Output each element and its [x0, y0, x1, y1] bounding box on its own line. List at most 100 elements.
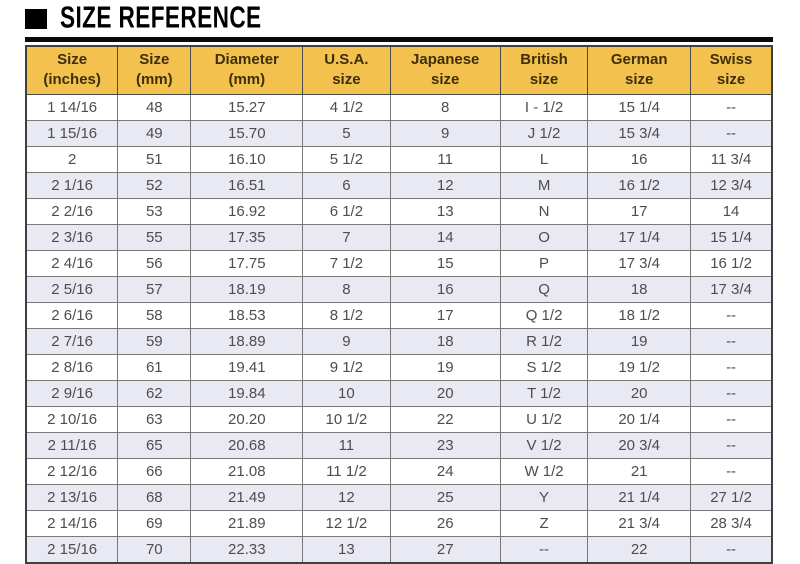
table-cell: R 1/2 [499, 327, 589, 355]
table-row: 2 13/16 68 21.49 12 25 Y 21 1/4 27 1/2 [25, 483, 773, 511]
table-cell: 15 3/4 [587, 119, 692, 147]
header-line: Size [57, 51, 88, 68]
table-cell: 12 [389, 171, 501, 199]
table-cell: 11 1/2 [302, 457, 391, 485]
table-cell: 17 [389, 301, 501, 329]
table-cell: 2 11/16 [25, 431, 119, 459]
table-cell: 17 3/4 [587, 249, 692, 277]
table-cell: 56 [117, 249, 192, 277]
table-row: 2 5/16 57 18.19 8 16 Q 18 17 3/4 [25, 275, 773, 303]
header-line: size [529, 70, 559, 88]
table-cell: 2 13/16 [25, 483, 119, 511]
table-cell: 20 [587, 379, 692, 407]
table-cell: 8 1/2 [302, 301, 391, 329]
table-cell: 18 [389, 327, 501, 355]
table-cell: 1 15/16 [25, 119, 119, 147]
table-cell: -- [690, 301, 773, 329]
table-row: 2 1/16 52 16.51 6 12 M 16 1/2 12 3/4 [25, 171, 773, 199]
table-cell: U 1/2 [499, 405, 589, 433]
table-row: 2 2/16 53 16.92 6 1/2 13 N 17 14 [25, 197, 773, 225]
table-cell: -- [690, 457, 773, 485]
table-cell: -- [690, 379, 773, 407]
table-cell: 49 [117, 119, 192, 147]
header-line: British [520, 51, 568, 68]
table-cell: 16.92 [190, 197, 304, 225]
table-cell: 66 [117, 457, 192, 485]
table-cell: 22 [587, 535, 692, 564]
table-row: 2 14/16 69 21.89 12 1/2 26 Z 21 3/4 28 3/4 [25, 509, 773, 537]
column-header-size-mm: Size (mm) [117, 45, 192, 95]
table-cell: 2 14/16 [25, 509, 119, 537]
table-cell: 9 [302, 327, 391, 355]
table-cell: 70 [117, 535, 192, 564]
table-cell: 21 1/4 [587, 483, 692, 511]
table-cell: 16 1/2 [690, 249, 773, 277]
column-header-german-size: German size [587, 45, 692, 95]
table-cell: 28 3/4 [690, 509, 773, 537]
table-cell: L [499, 145, 589, 173]
table-cell: 20.68 [190, 431, 304, 459]
table-cell: 16.10 [190, 145, 304, 173]
table-cell: 8 [389, 93, 501, 121]
table-row: 2 51 16.10 5 1/2 11 L 16 11 3/4 [25, 145, 773, 173]
table-cell: 17 1/4 [587, 223, 692, 251]
table-cell: 12 1/2 [302, 509, 391, 537]
table-cell: 15 1/4 [587, 93, 692, 121]
table-row: 2 4/16 56 17.75 7 1/2 15 P 17 3/4 16 1/2 [25, 249, 773, 277]
header-line: German [610, 51, 668, 68]
table-cell: 14 [690, 197, 773, 225]
table-cell: -- [499, 535, 589, 564]
table-cell: 4 1/2 [302, 93, 391, 121]
table-cell: 6 [302, 171, 391, 199]
table-cell: Z [499, 509, 589, 537]
table-cell: 18 [587, 275, 692, 303]
table-row: 2 12/16 66 21.08 11 1/2 24 W 1/2 21 -- [25, 457, 773, 485]
table-header-row: Size (inches) Size (mm) Diameter (mm) U.… [25, 45, 773, 95]
table-cell: 19 1/2 [587, 353, 692, 381]
table-cell: 63 [117, 405, 192, 433]
header-line: Swiss [709, 51, 753, 68]
column-header-diameter-mm: Diameter (mm) [190, 45, 304, 95]
table-cell: O [499, 223, 589, 251]
column-header-british-size: British size [499, 45, 589, 95]
table-cell: 14 [389, 223, 501, 251]
table-cell: 19.84 [190, 379, 304, 407]
table-cell: 2 10/16 [25, 405, 119, 433]
table-row: 2 10/16 63 20.20 10 1/2 22 U 1/2 20 1/4 -- [25, 405, 773, 433]
table-row: 2 6/16 58 18.53 8 1/2 17 Q 1/2 18 1/2 -- [25, 301, 773, 329]
page-title-text: SIZE REFERENCE [60, 1, 262, 35]
table-cell: V 1/2 [499, 431, 589, 459]
table-cell: 12 3/4 [690, 171, 773, 199]
header-line: Diameter [214, 51, 279, 68]
table-row: 2 11/16 65 20.68 11 23 V 1/2 20 3/4 -- [25, 431, 773, 459]
table-cell: 18.89 [190, 327, 304, 355]
table-cell: -- [690, 535, 773, 564]
table-cell: 23 [389, 431, 501, 459]
table-row: 1 15/16 49 15.70 5 9 J 1/2 15 3/4 -- [25, 119, 773, 147]
table-cell: 15 1/4 [690, 223, 773, 251]
table-cell: 2 9/16 [25, 379, 119, 407]
table-cell: 25 [389, 483, 501, 511]
header-line: (mm) [228, 70, 266, 88]
column-header-swiss-size: Swiss size [690, 45, 773, 95]
table-cell: 2 8/16 [25, 353, 119, 381]
table-cell: -- [690, 93, 773, 121]
header-line: Size [139, 51, 170, 68]
table-cell: 13 [302, 535, 391, 564]
table-cell: 7 [302, 223, 391, 251]
header-line: size [624, 70, 654, 88]
table-cell: 22.33 [190, 535, 304, 564]
table-cell: 10 1/2 [302, 405, 391, 433]
table-cell: 58 [117, 301, 192, 329]
table-cell: 15.27 [190, 93, 304, 121]
table-cell: 19.41 [190, 353, 304, 381]
table-cell: 19 [587, 327, 692, 355]
table-cell: P [499, 249, 589, 277]
title-underline [25, 37, 773, 42]
table-cell: 68 [117, 483, 192, 511]
table-cell: 48 [117, 93, 192, 121]
table-cell: W 1/2 [499, 457, 589, 485]
table-cell: I - 1/2 [499, 93, 589, 121]
table-cell: 51 [117, 145, 192, 173]
table-cell: M [499, 171, 589, 199]
